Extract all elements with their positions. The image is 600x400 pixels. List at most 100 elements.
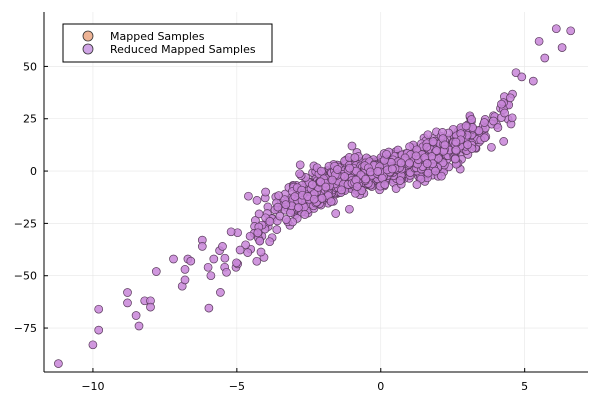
data-point bbox=[450, 154, 460, 164]
data-point bbox=[146, 302, 155, 312]
data-point bbox=[206, 271, 216, 281]
data-point bbox=[274, 191, 284, 200]
data-point bbox=[180, 265, 190, 274]
data-point bbox=[422, 142, 432, 152]
y-tick-label: 25 bbox=[23, 113, 37, 126]
data-point bbox=[256, 247, 266, 257]
data-point bbox=[216, 288, 225, 297]
data-point bbox=[432, 146, 441, 155]
data-point bbox=[352, 182, 362, 191]
data-point bbox=[517, 72, 527, 82]
data-point bbox=[317, 193, 327, 203]
data-point bbox=[88, 340, 98, 350]
data-point bbox=[382, 149, 391, 159]
data-point bbox=[186, 256, 196, 266]
data-point bbox=[423, 130, 433, 140]
axes bbox=[43, 12, 588, 373]
data-point bbox=[220, 253, 230, 263]
data-point bbox=[440, 140, 450, 150]
data-point bbox=[511, 68, 521, 78]
x-tick-label: 0 bbox=[377, 380, 384, 393]
data-point bbox=[169, 254, 178, 264]
data-point bbox=[131, 311, 141, 320]
data-point bbox=[405, 158, 414, 168]
data-point bbox=[345, 204, 354, 214]
data-point bbox=[350, 153, 360, 162]
data-point bbox=[507, 113, 517, 123]
y-tick-label: −50 bbox=[14, 270, 37, 283]
data-point bbox=[345, 163, 354, 173]
data-point bbox=[255, 236, 265, 246]
data-point bbox=[134, 321, 144, 331]
data-point bbox=[461, 121, 471, 131]
y-tick-label: −75 bbox=[14, 322, 37, 335]
data-point bbox=[489, 116, 498, 126]
data-point bbox=[295, 160, 305, 170]
data-point bbox=[422, 159, 432, 168]
data-point bbox=[54, 359, 63, 368]
data-point bbox=[361, 174, 371, 184]
data-point bbox=[245, 231, 255, 241]
data-point bbox=[412, 180, 422, 189]
data-point bbox=[281, 215, 291, 224]
data-point bbox=[309, 194, 319, 204]
data-point bbox=[411, 151, 421, 161]
data-point bbox=[272, 225, 282, 234]
data-point bbox=[265, 217, 275, 226]
legend-label-reduced: Reduced Mapped Samples bbox=[110, 43, 256, 56]
legend-label-mapped: Mapped Samples bbox=[110, 30, 205, 43]
data-point bbox=[428, 137, 438, 147]
data-point bbox=[437, 171, 446, 181]
x-tick-label: 5 bbox=[521, 380, 528, 393]
data-point bbox=[431, 166, 440, 176]
data-point bbox=[218, 242, 227, 251]
data-point bbox=[203, 262, 213, 272]
data-point bbox=[396, 158, 406, 168]
data-point bbox=[528, 76, 538, 86]
data-point bbox=[497, 99, 506, 109]
data-point bbox=[204, 303, 214, 313]
data-point bbox=[480, 133, 490, 143]
data-point bbox=[294, 203, 303, 212]
data-point bbox=[232, 258, 241, 268]
data-point bbox=[123, 288, 132, 297]
data-point bbox=[261, 187, 270, 197]
data-point bbox=[197, 242, 207, 251]
data-point bbox=[387, 164, 397, 174]
legend-box bbox=[62, 23, 273, 63]
data-point bbox=[209, 254, 219, 264]
data-point bbox=[326, 197, 336, 206]
data-point bbox=[235, 245, 245, 255]
data-point bbox=[380, 180, 390, 189]
data-point bbox=[265, 237, 275, 247]
data-point bbox=[566, 26, 576, 36]
data-points bbox=[54, 24, 576, 368]
data-point bbox=[180, 275, 190, 285]
data-point bbox=[123, 298, 132, 308]
data-point bbox=[151, 267, 161, 276]
data-point bbox=[331, 209, 341, 218]
data-point bbox=[480, 118, 489, 127]
data-point bbox=[340, 172, 349, 181]
y-tick-label: −25 bbox=[14, 217, 37, 230]
legend: Mapped Samples Reduced Mapped Samples bbox=[62, 23, 273, 63]
data-point bbox=[487, 142, 496, 152]
data-point bbox=[540, 53, 550, 63]
data-point bbox=[281, 200, 291, 209]
data-point bbox=[295, 169, 304, 179]
data-point bbox=[222, 267, 231, 277]
data-point bbox=[327, 175, 337, 185]
data-point bbox=[347, 141, 357, 151]
data-point bbox=[254, 209, 264, 219]
data-point bbox=[317, 166, 326, 176]
legend-marker-reduced bbox=[82, 43, 94, 55]
data-point bbox=[94, 304, 104, 314]
data-point bbox=[290, 192, 300, 201]
data-point bbox=[316, 177, 325, 187]
data-point bbox=[300, 210, 310, 219]
data-point bbox=[321, 182, 331, 192]
data-point bbox=[499, 137, 509, 146]
data-point bbox=[243, 248, 253, 257]
y-tick-label: 0 bbox=[30, 165, 37, 178]
data-point bbox=[534, 36, 544, 46]
